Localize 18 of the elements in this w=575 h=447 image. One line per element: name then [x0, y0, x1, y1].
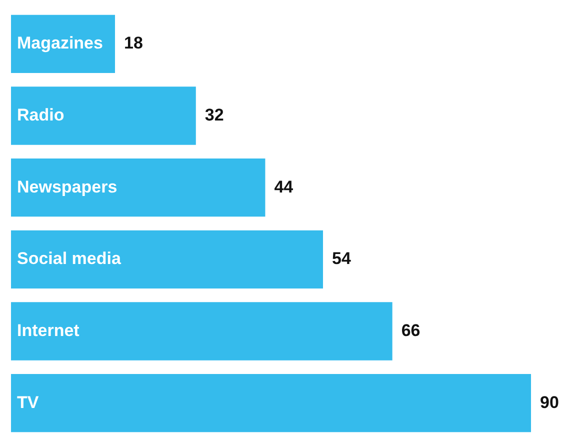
y-tick-label: Radio: [17, 105, 64, 124]
y-tick-label: TV: [17, 392, 40, 412]
y-tick-label: Social media: [17, 249, 122, 268]
data-label: 66: [401, 320, 420, 340]
data-label: 18: [124, 34, 143, 53]
bar: [11, 374, 531, 432]
bar: [11, 86, 196, 145]
bar: [11, 302, 392, 360]
data-label: 32: [204, 105, 224, 124]
data-label: 54: [332, 249, 352, 268]
bar: [11, 230, 323, 289]
bar: [11, 158, 266, 217]
y-tick-label: Newspapers: [17, 177, 118, 196]
y-tick-label: Magazines: [17, 34, 103, 53]
data-label: 90: [540, 392, 559, 412]
data-label: 44: [274, 177, 294, 196]
bar: [11, 14, 115, 74]
y-tick-label: Internet: [17, 320, 80, 340]
